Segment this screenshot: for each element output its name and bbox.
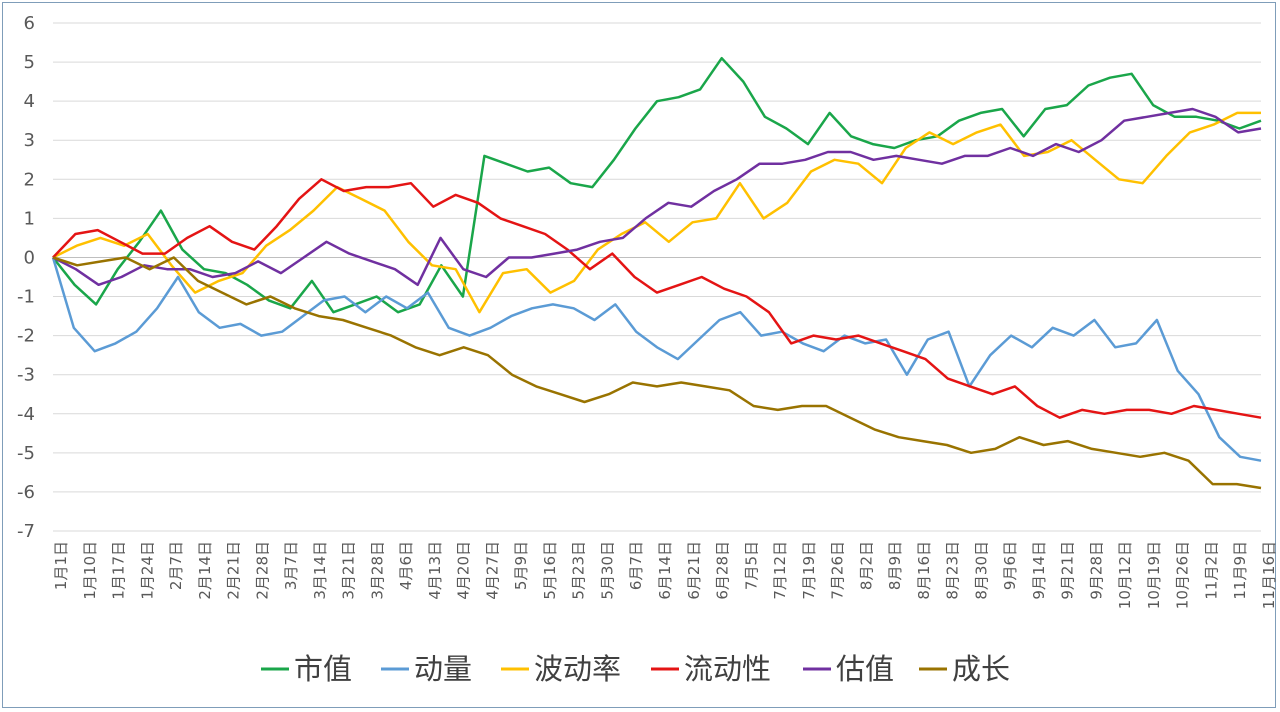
x-tick-label: 6月14日 xyxy=(656,541,674,600)
series-line-5 xyxy=(52,256,1262,490)
y-tick-label: -7 xyxy=(17,521,35,542)
x-tick-label: 7月12日 xyxy=(771,541,789,600)
x-tick-label: 2月21日 xyxy=(225,541,243,600)
series-lines xyxy=(51,56,1262,490)
y-tick-label: 0 xyxy=(24,247,35,268)
x-tick-label: 1月24日 xyxy=(138,541,156,600)
gridlines xyxy=(53,22,1261,532)
y-tick-label: -4 xyxy=(17,404,35,425)
series-line-3 xyxy=(52,178,1262,419)
y-tick-label: 2 xyxy=(24,169,35,190)
legend-label: 估值 xyxy=(836,652,894,686)
x-tick-label: 10月12日 xyxy=(1116,541,1134,609)
x-tick-label: 9月14日 xyxy=(1030,541,1048,600)
x-tick-label: 7月5日 xyxy=(742,541,760,590)
x-tick-label: 2月14日 xyxy=(196,541,214,600)
x-tick-label: 4月13日 xyxy=(426,541,444,600)
x-tick-label: 3月14日 xyxy=(311,541,329,600)
x-tick-label: 9月28日 xyxy=(1087,541,1105,600)
x-tick-label: 5月30日 xyxy=(598,541,616,600)
x-axis-ticks: 1月1日 1月10日 1月17日 1月24日 2月7日 2月14日 2月21日 2月28日 3月… xyxy=(52,541,1277,609)
x-tick-label: 7月19日 xyxy=(800,541,818,600)
legend-label: 市值 xyxy=(294,652,352,686)
x-tick-label: 5月9日 xyxy=(512,541,530,590)
x-tick-label: 5月16日 xyxy=(541,541,559,600)
x-tick-label: 11月9日 xyxy=(1231,541,1249,600)
x-tick-label: 4月20日 xyxy=(455,541,473,600)
y-tick-label: -6 xyxy=(17,482,35,503)
x-tick-label: 4月27日 xyxy=(483,541,501,600)
x-tick-label: 2月7日 xyxy=(167,541,185,590)
x-tick-label: 1月10日 xyxy=(81,541,99,600)
y-tick-label: -1 xyxy=(17,287,35,308)
x-tick-label: 8月2日 xyxy=(857,541,875,590)
x-tick-label: 3月7日 xyxy=(282,541,300,590)
x-tick-label: 9月21日 xyxy=(1059,541,1077,600)
x-tick-label: 8月23日 xyxy=(944,541,962,600)
y-tick-label: -3 xyxy=(17,365,35,386)
x-tick-label: 10月26日 xyxy=(1174,541,1192,609)
series-line-2 xyxy=(52,111,1261,314)
line-chart: 6 5 4 3 2 1 0 -1 -2 -3 -4 -5 -6 -7 1月1日 1月10日 1月17日 1月24… xyxy=(17,13,1277,686)
legend-label: 流动性 xyxy=(684,652,771,686)
legend: 市值 动量 波动率 流动性 估值 成长 xyxy=(261,652,1010,686)
x-tick-label: 4月6日 xyxy=(397,541,415,590)
x-tick-label: 8月9日 xyxy=(886,541,904,590)
y-tick-label: 6 xyxy=(24,13,35,34)
x-tick-label: 5月23日 xyxy=(570,541,588,600)
y-tick-label: 4 xyxy=(24,91,35,112)
y-axis-ticks: 6 5 4 3 2 1 0 -1 -2 -3 -4 -5 -6 -7 xyxy=(17,13,35,542)
series-line-1 xyxy=(51,257,1262,462)
y-tick-label: 5 xyxy=(24,52,35,73)
x-tick-label: 2月28日 xyxy=(253,541,271,600)
y-tick-label: -2 xyxy=(17,326,35,347)
x-tick-label: 1月1日 xyxy=(52,541,70,590)
x-tick-label: 9月6日 xyxy=(1001,541,1019,590)
x-tick-label: 11月2日 xyxy=(1202,541,1220,600)
x-tick-label: 3月28日 xyxy=(368,541,386,600)
y-tick-label: 3 xyxy=(24,130,35,151)
legend-label: 动量 xyxy=(414,652,472,686)
x-tick-label: 10月19日 xyxy=(1145,541,1163,609)
x-tick-label: 7月26日 xyxy=(829,541,847,600)
y-tick-label: -5 xyxy=(17,443,35,464)
x-tick-label: 1月17日 xyxy=(110,541,128,600)
x-tick-label: 6月28日 xyxy=(714,541,732,600)
legend-label: 波动率 xyxy=(534,652,621,686)
series-line-4 xyxy=(52,107,1262,287)
x-tick-label: 8月30日 xyxy=(972,541,990,600)
x-tick-label: 6月7日 xyxy=(627,541,645,590)
x-tick-label: 8月16日 xyxy=(915,541,933,600)
legend-label: 成长 xyxy=(952,652,1010,686)
x-tick-label: 11月16日 xyxy=(1260,541,1277,609)
series-line-0 xyxy=(52,56,1262,314)
x-tick-label: 6月21日 xyxy=(685,541,703,600)
y-tick-label: 1 xyxy=(24,208,35,229)
x-tick-label: 3月21日 xyxy=(340,541,358,600)
